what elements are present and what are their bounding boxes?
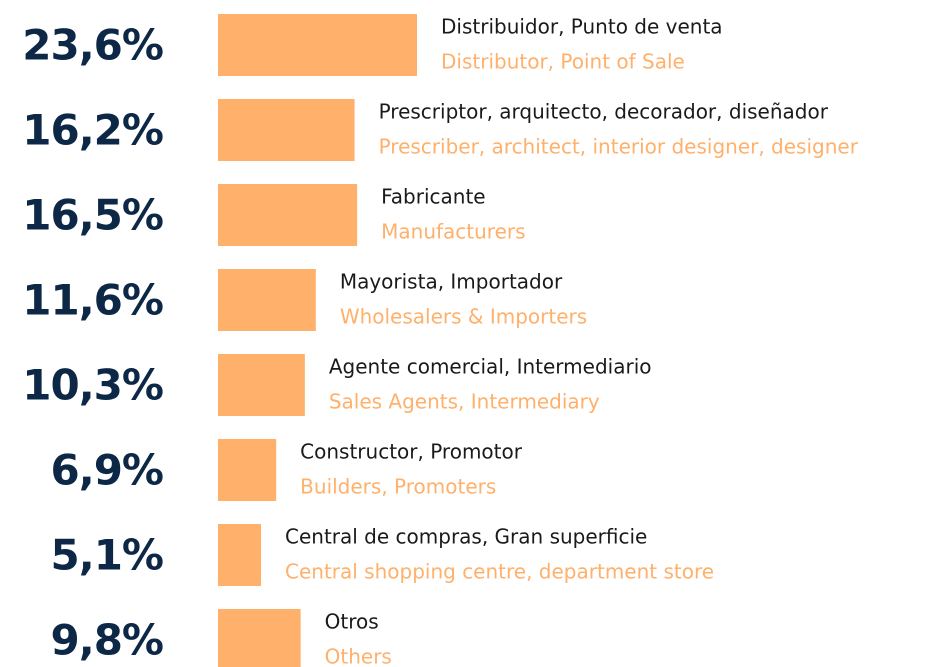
category-translation: Others: [325, 645, 392, 667]
bar: [218, 354, 305, 416]
value-label: 9,8%: [51, 616, 163, 665]
bar: [218, 184, 358, 246]
category-translation: Builders, Promoters: [300, 475, 496, 499]
category-label: Distribuidor, Punto de venta: [441, 15, 723, 39]
category-label: Fabricante: [381, 185, 485, 209]
bar: [218, 439, 277, 501]
bar: [218, 99, 355, 161]
value-label: 16,5%: [22, 191, 163, 240]
value-label: 6,9%: [51, 446, 163, 495]
value-label: 23,6%: [22, 21, 163, 70]
category-translation: Sales Agents, Intermediary: [329, 390, 600, 414]
value-label: 11,6%: [22, 276, 163, 325]
category-translation: Central shopping centre, department stor…: [285, 560, 714, 584]
bar: [218, 524, 262, 586]
value-label: 5,1%: [51, 531, 163, 580]
category-label: Mayorista, Importador: [340, 270, 563, 294]
bar: [218, 269, 316, 331]
bar: [218, 14, 417, 76]
category-label: Agente comercial, Intermediario: [329, 355, 652, 379]
category-translation: Manufacturers: [381, 220, 525, 244]
category-translation: Prescriber, architect, interior designer…: [379, 135, 859, 159]
category-translation: Wholesalers & Importers: [340, 305, 587, 329]
value-label: 10,3%: [22, 361, 163, 410]
bar: [218, 609, 301, 667]
category-label: Constructor, Promotor: [300, 440, 523, 464]
category-label: Prescriptor, arquitecto, decorador, dise…: [379, 100, 829, 124]
category-label: Otros: [325, 610, 379, 634]
category-label: Central de compras, Gran superficie: [285, 525, 647, 549]
category-translation: Distributor, Point of Sale: [441, 50, 685, 74]
value-label: 16,2%: [22, 106, 163, 155]
